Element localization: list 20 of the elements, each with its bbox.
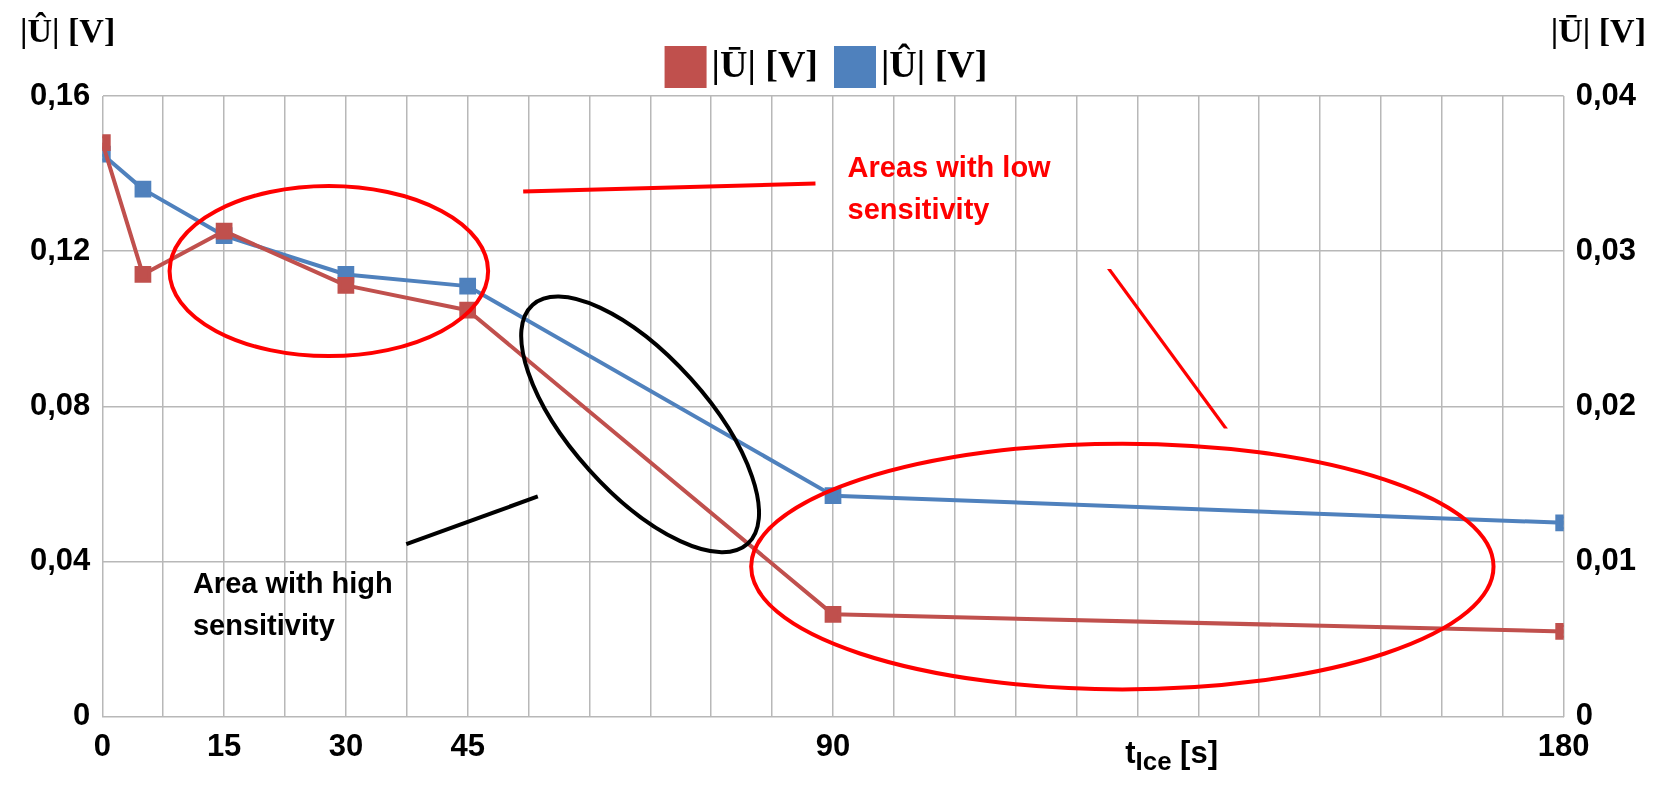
annotation: Area with high sensitivity (192, 565, 394, 643)
y-axis-title: |Û| [V] (20, 12, 116, 50)
x-axis-title: t$_{Ice}$ [s] (1125, 734, 1218, 776)
y2-tick-label: 0,02 (1575, 386, 1637, 422)
y2-tick-label: 0,01 (1575, 542, 1637, 578)
x-tick-label: 15 (206, 727, 242, 763)
y-tick-label: 0,12 (29, 231, 91, 267)
x-tick-label: 90 (815, 727, 851, 763)
x-tick-label: 30 (328, 727, 364, 763)
y2-tick-label: 0,03 (1575, 231, 1637, 267)
y-tick-label: 0,04 (29, 542, 92, 578)
legend-label: |Û| [V] (881, 42, 988, 85)
x-tick-label: 45 (450, 727, 485, 763)
y-tick-label: 0 (73, 697, 91, 733)
y2-axis-title: |Ū| [V] (1550, 12, 1646, 50)
y2-tick-label: 0,04 (1575, 76, 1637, 112)
annotation: Areas with low sensitivity (847, 149, 1052, 227)
y-tick-label: 0,08 (29, 386, 91, 422)
legend-label: |Ū| [V] (711, 42, 819, 85)
y-tick-label: 0,16 (29, 76, 91, 112)
